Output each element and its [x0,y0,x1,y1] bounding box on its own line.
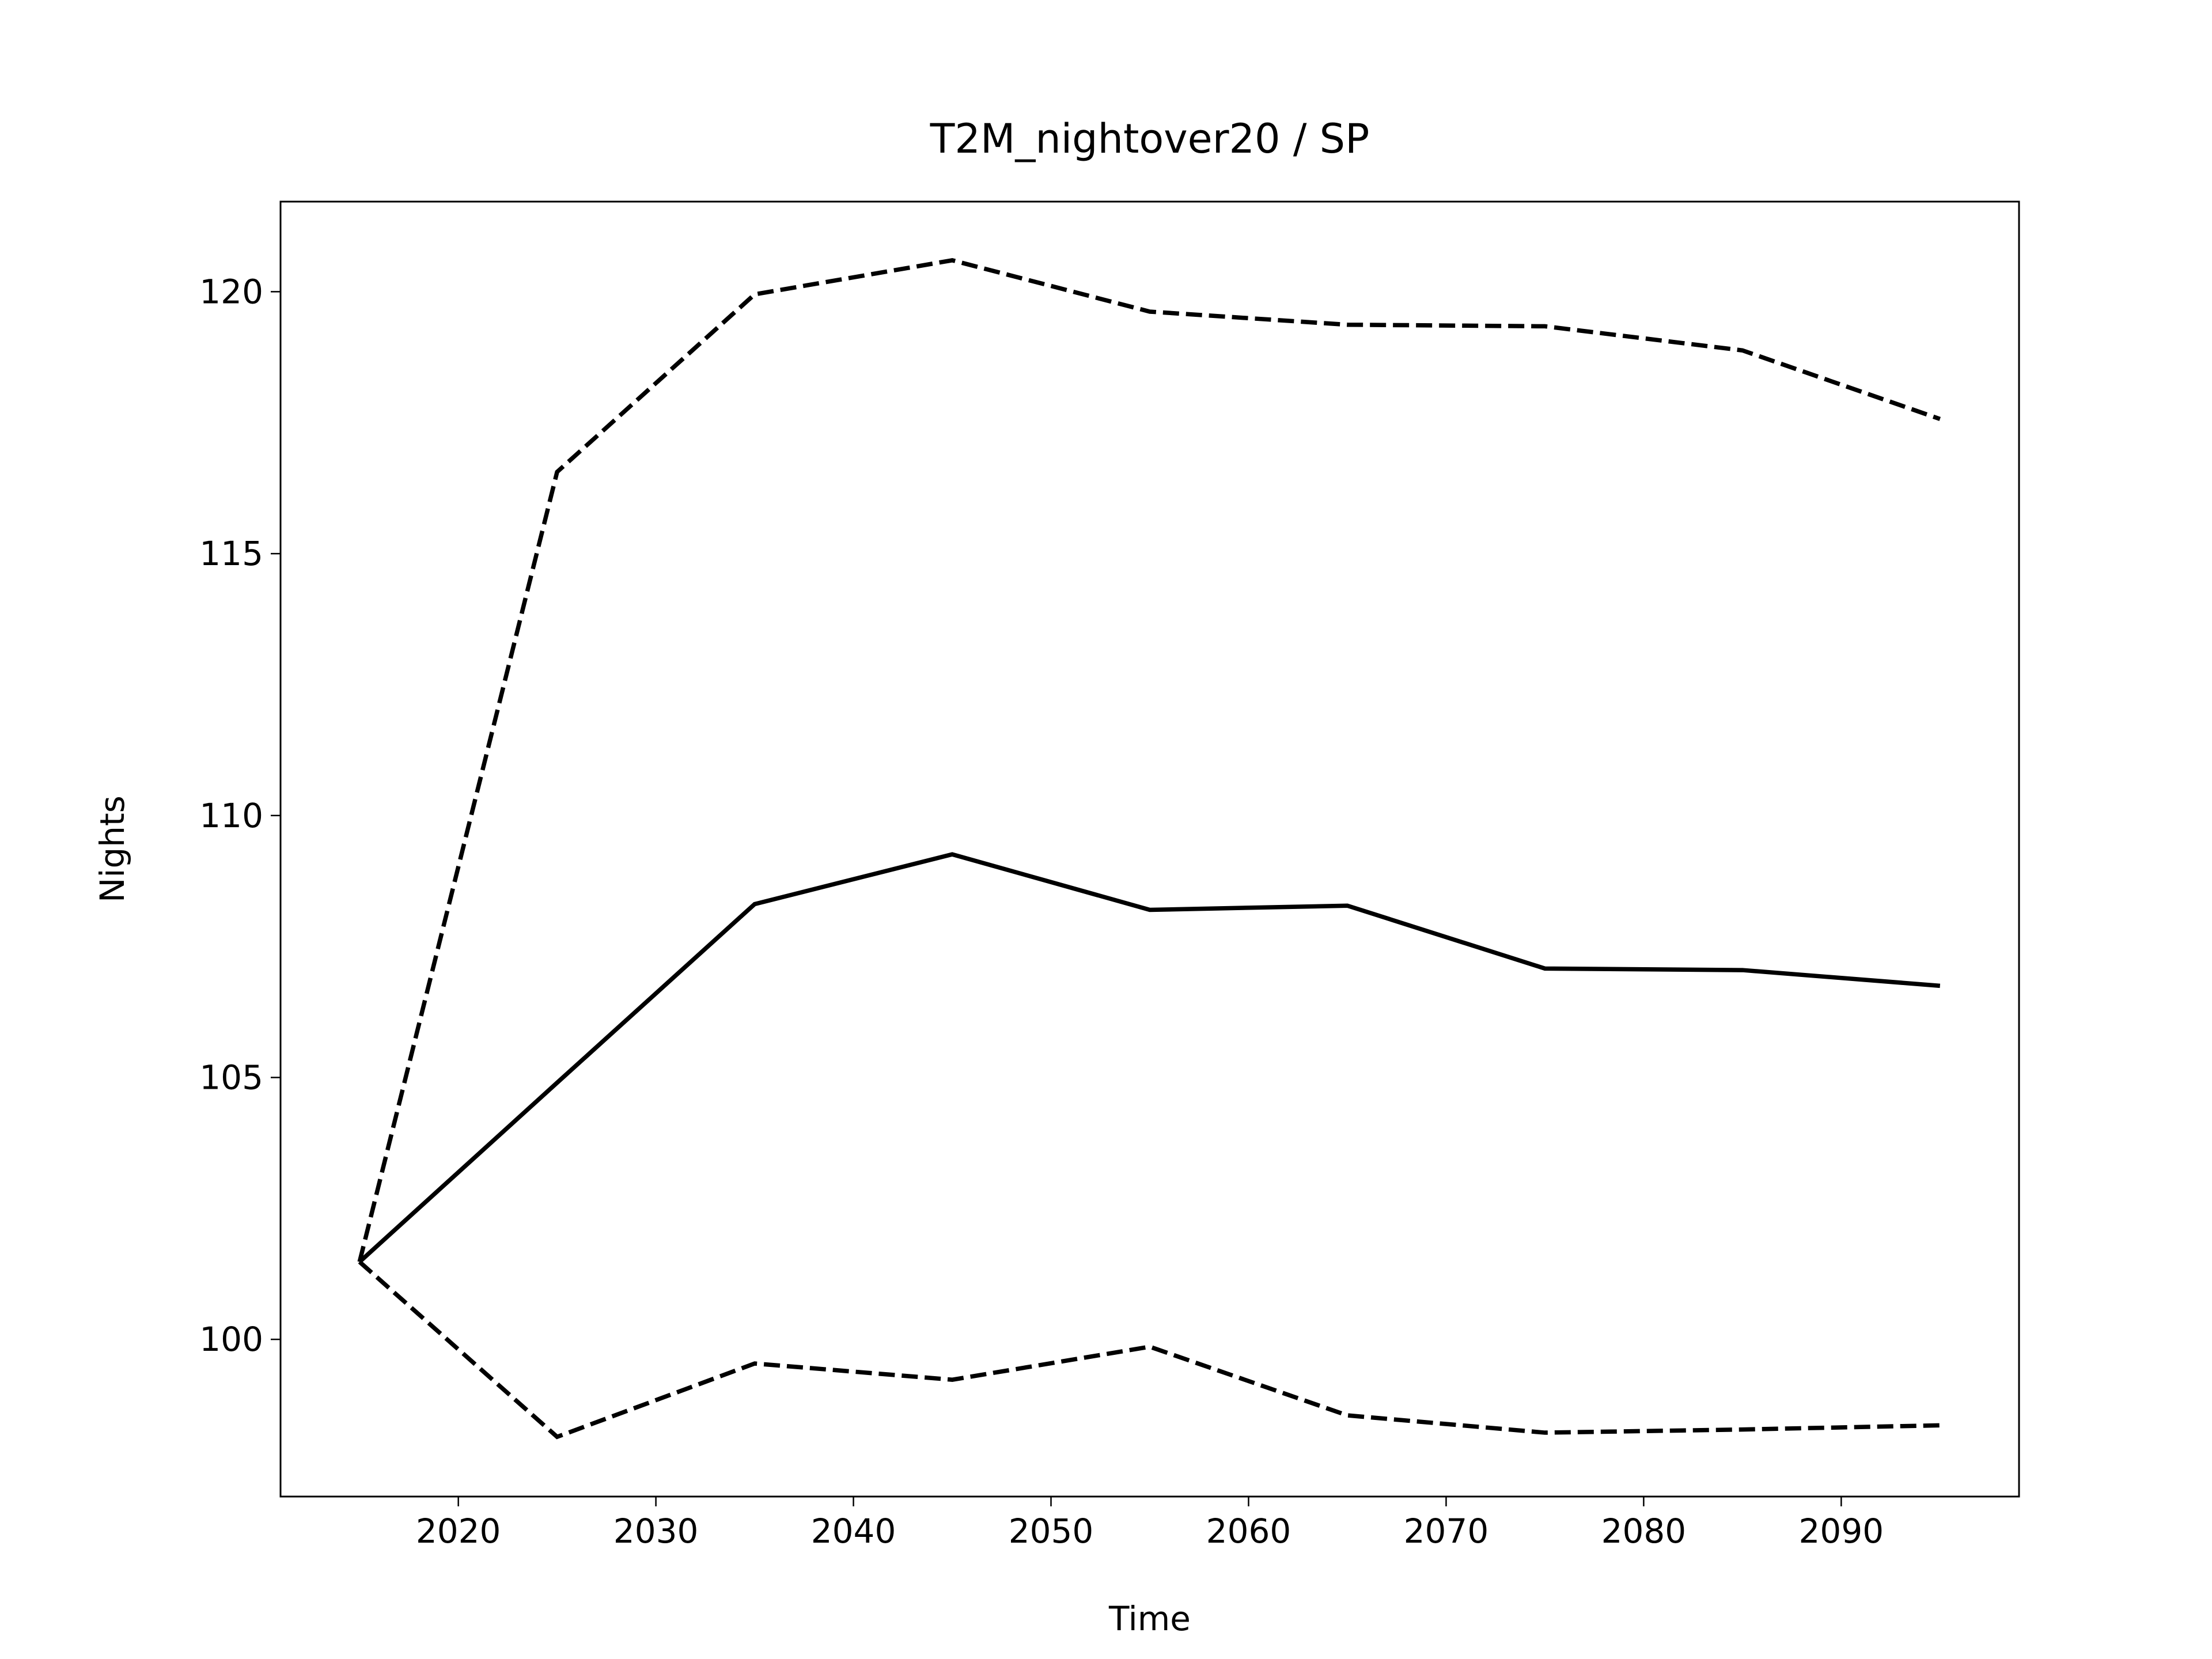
x-tick-label: 2070 [1404,1512,1489,1551]
y-axis-label: Nights [93,796,132,903]
chart-title: T2M_nightover20 / SP [930,115,1370,162]
y-tick-label: 115 [199,534,263,573]
x-tick-label: 2020 [416,1512,501,1551]
line-series [358,1260,1940,1440]
x-tick-label: 2040 [811,1512,896,1551]
y-tick-label: 120 [199,272,263,311]
x-tick-label: 2080 [1601,1512,1687,1551]
x-axis-label: Time [1108,1599,1191,1638]
y-tick-label: 100 [199,1320,263,1359]
line-series [357,258,1941,1263]
plot-frame [279,200,2020,1498]
x-tick-label: 2090 [1799,1512,1884,1551]
x-tick-label: 2060 [1206,1512,1291,1551]
x-tick-label: 2030 [613,1512,699,1551]
y-tick-label: 105 [199,1058,263,1097]
line-series [358,852,1941,1264]
x-tick-label: 2050 [1009,1512,1094,1551]
y-tick-label: 110 [199,796,263,835]
